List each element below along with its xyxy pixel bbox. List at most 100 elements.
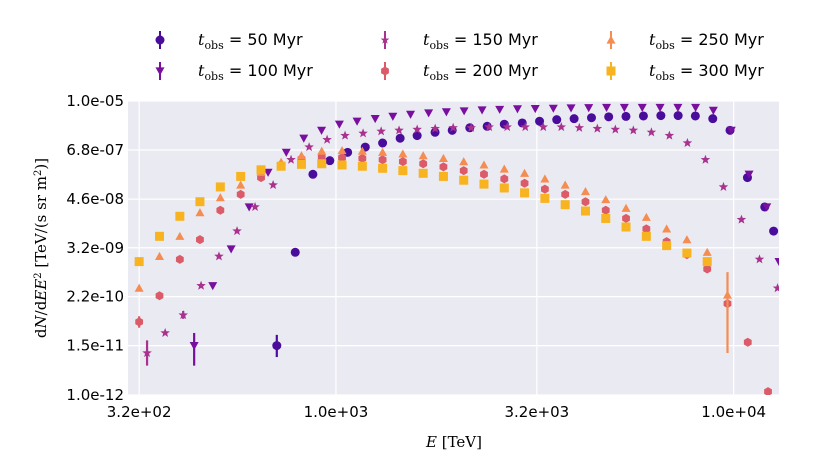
data-point [581,197,590,207]
data-point [286,154,296,164]
data-point [290,247,300,257]
data-point [622,213,630,223]
data-point [154,231,164,241]
x-tick-label: 1.0e+03 [304,403,369,421]
data-point [722,290,732,299]
data-point [764,387,772,395]
data-point [263,168,273,177]
data-point [195,197,205,207]
data-point [175,231,185,240]
series-3 [135,152,772,395]
data-point [135,317,144,327]
data-point [726,126,736,135]
data-point [619,103,629,113]
x-tick-label: 3.2e+03 [504,403,569,421]
data-point [214,251,224,261]
data-point [438,153,448,162]
data-point [561,189,570,199]
data-point [357,161,367,171]
data-point [459,157,469,166]
data-point [682,235,692,244]
data-marks [134,103,779,395]
y-tick-label: 1.0e-05 [66,92,124,110]
data-point [418,168,428,178]
data-point [530,104,540,114]
data-point [232,226,242,236]
data-point [459,166,468,176]
data-point [317,146,327,155]
data-point [628,125,639,135]
data-point [276,161,286,171]
data-point [272,341,282,351]
data-point [708,114,718,124]
data-point [520,178,529,188]
y-tick-label: 3.2e-09 [66,239,124,257]
legend-entry: tobs = 150 Myr [380,30,538,52]
grid [128,100,779,396]
data-point [406,110,416,119]
data-point [584,104,594,113]
data-point [702,247,712,256]
data-point [641,212,651,221]
legend-label: tobs = 150 Myr [423,30,538,52]
data-point [370,115,380,124]
data-point [691,103,701,113]
data-point [388,112,398,121]
data-point [762,203,772,212]
x-tick-label: 1.0e+04 [701,403,766,421]
data-point [754,254,765,264]
data-point [134,283,144,292]
data-point [448,122,458,132]
data-point [601,205,610,215]
data-point [621,111,631,121]
data-point [250,201,260,212]
legend-marker [381,66,389,76]
data-point [662,241,672,251]
series-1 [189,103,779,366]
data-point [646,127,657,137]
legend-marker [155,67,165,76]
data-point [656,111,666,121]
data-point [580,187,590,196]
data-point [601,195,611,204]
series-5 [134,159,712,267]
data-point [281,148,291,157]
data-point [638,111,648,121]
legend-entry: tobs = 250 Myr [606,30,764,52]
data-point [586,113,596,123]
data-point [690,111,700,121]
data-point [215,193,225,202]
data-point [512,105,522,114]
data-point [441,108,451,117]
legend-label: tobs = 50 Myr [198,30,303,52]
data-point [477,106,487,115]
data-point [540,184,549,194]
legend-label: tobs = 200 Myr [423,61,538,83]
data-point [208,282,218,291]
data-point [178,310,188,320]
data-point [556,122,567,132]
data-point [641,231,651,241]
data-point [769,226,779,236]
data-point [479,160,489,169]
legend-marker [606,66,616,76]
data-point [378,155,387,165]
data-point [560,200,570,210]
data-point [357,146,367,155]
data-point [520,168,530,177]
data-point [236,171,246,181]
legend-label: tobs = 250 Myr [649,30,764,52]
data-point [502,122,512,132]
data-point [296,159,306,169]
y-tick-label: 1.0e-12 [66,386,124,404]
data-point [560,180,570,189]
series-2 [142,122,779,366]
data-point [479,179,489,189]
data-point [500,174,509,184]
data-point [418,151,428,160]
data-point [736,214,747,224]
data-point [548,104,558,113]
legend-marker [606,35,616,44]
data-point [398,157,407,167]
data-point [744,170,754,179]
